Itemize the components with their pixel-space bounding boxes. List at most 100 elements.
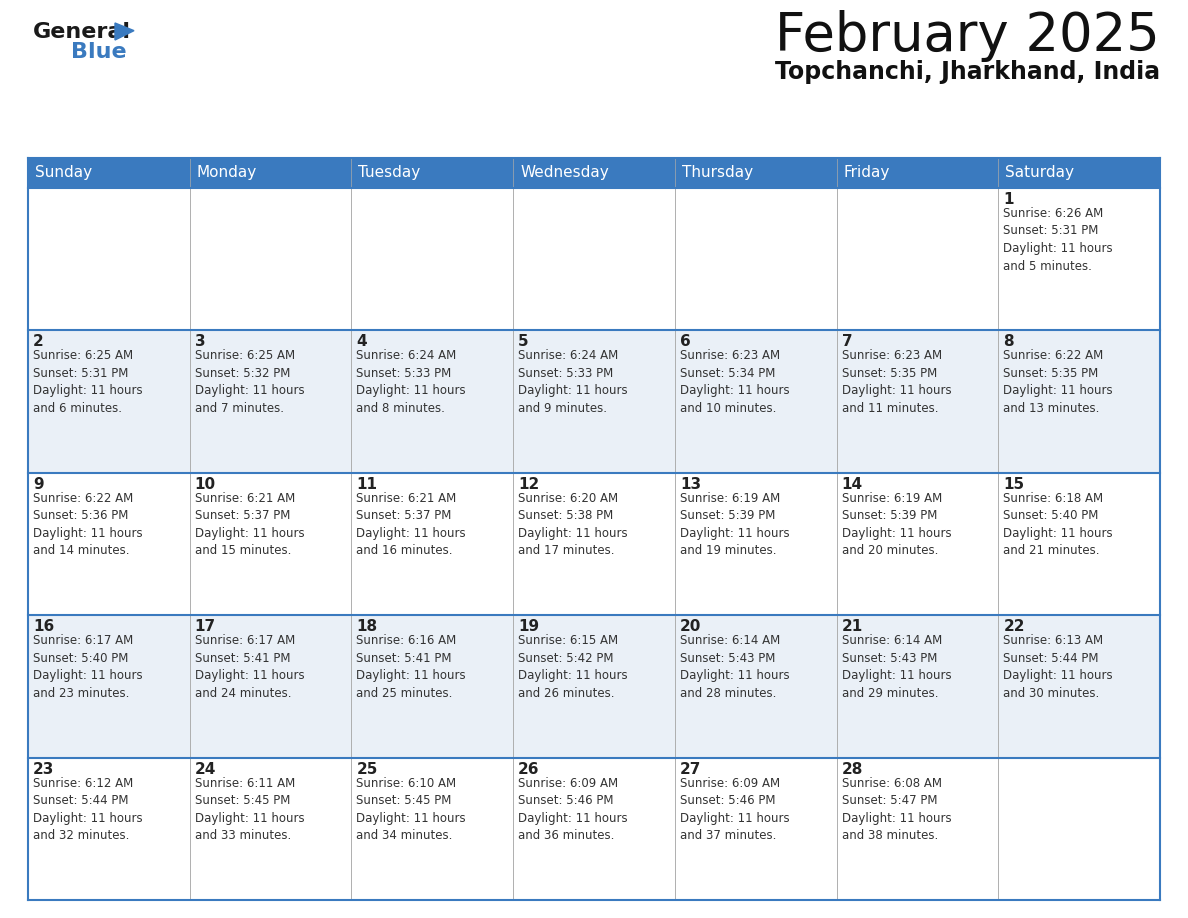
Bar: [352, 158, 513, 188]
Bar: [998, 473, 1159, 615]
Text: 8: 8: [1004, 334, 1013, 350]
Text: Sunrise: 6:25 AM
Sunset: 5:32 PM
Daylight: 11 hours
and 7 minutes.: Sunrise: 6:25 AM Sunset: 5:32 PM Dayligh…: [195, 350, 304, 415]
Bar: [513, 188, 675, 330]
Text: Wednesday: Wednesday: [520, 165, 609, 181]
Bar: [836, 158, 998, 188]
Bar: [675, 188, 836, 330]
Text: Blue: Blue: [71, 42, 127, 62]
Bar: [29, 330, 190, 473]
Text: Sunrise: 6:19 AM
Sunset: 5:39 PM
Daylight: 11 hours
and 19 minutes.: Sunrise: 6:19 AM Sunset: 5:39 PM Dayligh…: [680, 492, 790, 557]
Text: 24: 24: [195, 762, 216, 777]
Bar: [513, 473, 675, 615]
Text: 16: 16: [33, 620, 55, 634]
Bar: [513, 330, 675, 473]
Text: Sunrise: 6:17 AM
Sunset: 5:41 PM
Daylight: 11 hours
and 24 minutes.: Sunrise: 6:17 AM Sunset: 5:41 PM Dayligh…: [195, 634, 304, 700]
Text: Sunrise: 6:22 AM
Sunset: 5:35 PM
Daylight: 11 hours
and 13 minutes.: Sunrise: 6:22 AM Sunset: 5:35 PM Dayligh…: [1004, 350, 1113, 415]
Bar: [352, 757, 513, 900]
Text: Sunrise: 6:08 AM
Sunset: 5:47 PM
Daylight: 11 hours
and 38 minutes.: Sunrise: 6:08 AM Sunset: 5:47 PM Dayligh…: [841, 777, 952, 842]
Bar: [998, 188, 1159, 330]
Text: 3: 3: [195, 334, 206, 350]
Text: 9: 9: [33, 476, 44, 492]
Bar: [513, 615, 675, 757]
Text: 21: 21: [841, 620, 862, 634]
Bar: [836, 473, 998, 615]
Text: General: General: [33, 22, 131, 42]
Text: 26: 26: [518, 762, 539, 777]
Text: Sunrise: 6:23 AM
Sunset: 5:35 PM
Daylight: 11 hours
and 11 minutes.: Sunrise: 6:23 AM Sunset: 5:35 PM Dayligh…: [841, 350, 952, 415]
Bar: [352, 188, 513, 330]
Bar: [29, 757, 190, 900]
Bar: [836, 615, 998, 757]
Bar: [190, 757, 352, 900]
Text: 18: 18: [356, 620, 378, 634]
Bar: [675, 615, 836, 757]
Bar: [675, 473, 836, 615]
Text: Sunrise: 6:22 AM
Sunset: 5:36 PM
Daylight: 11 hours
and 14 minutes.: Sunrise: 6:22 AM Sunset: 5:36 PM Dayligh…: [33, 492, 143, 557]
Text: Sunrise: 6:24 AM
Sunset: 5:33 PM
Daylight: 11 hours
and 9 minutes.: Sunrise: 6:24 AM Sunset: 5:33 PM Dayligh…: [518, 350, 627, 415]
Bar: [998, 757, 1159, 900]
Text: Sunrise: 6:23 AM
Sunset: 5:34 PM
Daylight: 11 hours
and 10 minutes.: Sunrise: 6:23 AM Sunset: 5:34 PM Dayligh…: [680, 350, 790, 415]
Text: 5: 5: [518, 334, 529, 350]
Text: Sunrise: 6:20 AM
Sunset: 5:38 PM
Daylight: 11 hours
and 17 minutes.: Sunrise: 6:20 AM Sunset: 5:38 PM Dayligh…: [518, 492, 627, 557]
Bar: [190, 330, 352, 473]
Text: 10: 10: [195, 476, 216, 492]
Text: Sunday: Sunday: [34, 165, 93, 181]
Text: Sunrise: 6:14 AM
Sunset: 5:43 PM
Daylight: 11 hours
and 28 minutes.: Sunrise: 6:14 AM Sunset: 5:43 PM Dayligh…: [680, 634, 790, 700]
Text: Sunrise: 6:10 AM
Sunset: 5:45 PM
Daylight: 11 hours
and 34 minutes.: Sunrise: 6:10 AM Sunset: 5:45 PM Dayligh…: [356, 777, 466, 842]
Bar: [998, 615, 1159, 757]
Text: Sunrise: 6:15 AM
Sunset: 5:42 PM
Daylight: 11 hours
and 26 minutes.: Sunrise: 6:15 AM Sunset: 5:42 PM Dayligh…: [518, 634, 627, 700]
Text: Topchanchi, Jharkhand, India: Topchanchi, Jharkhand, India: [775, 60, 1159, 84]
Bar: [29, 473, 190, 615]
Text: 1: 1: [1004, 192, 1013, 207]
Text: Tuesday: Tuesday: [359, 165, 421, 181]
Text: 12: 12: [518, 476, 539, 492]
Text: 4: 4: [356, 334, 367, 350]
Bar: [675, 330, 836, 473]
Bar: [675, 757, 836, 900]
Bar: [836, 188, 998, 330]
Bar: [29, 615, 190, 757]
Bar: [352, 473, 513, 615]
Text: Friday: Friday: [843, 165, 890, 181]
Text: Sunrise: 6:11 AM
Sunset: 5:45 PM
Daylight: 11 hours
and 33 minutes.: Sunrise: 6:11 AM Sunset: 5:45 PM Dayligh…: [195, 777, 304, 842]
Text: Saturday: Saturday: [1005, 165, 1074, 181]
Text: Sunrise: 6:13 AM
Sunset: 5:44 PM
Daylight: 11 hours
and 30 minutes.: Sunrise: 6:13 AM Sunset: 5:44 PM Dayligh…: [1004, 634, 1113, 700]
Text: 14: 14: [841, 476, 862, 492]
Text: 20: 20: [680, 620, 701, 634]
Bar: [190, 188, 352, 330]
Bar: [29, 188, 190, 330]
Text: 13: 13: [680, 476, 701, 492]
Text: Sunrise: 6:24 AM
Sunset: 5:33 PM
Daylight: 11 hours
and 8 minutes.: Sunrise: 6:24 AM Sunset: 5:33 PM Dayligh…: [356, 350, 466, 415]
Text: 27: 27: [680, 762, 701, 777]
Bar: [836, 757, 998, 900]
Text: Sunrise: 6:09 AM
Sunset: 5:46 PM
Daylight: 11 hours
and 36 minutes.: Sunrise: 6:09 AM Sunset: 5:46 PM Dayligh…: [518, 777, 627, 842]
Text: 6: 6: [680, 334, 690, 350]
Text: Sunrise: 6:26 AM
Sunset: 5:31 PM
Daylight: 11 hours
and 5 minutes.: Sunrise: 6:26 AM Sunset: 5:31 PM Dayligh…: [1004, 207, 1113, 273]
Bar: [190, 158, 352, 188]
Text: 19: 19: [518, 620, 539, 634]
Bar: [675, 158, 836, 188]
Text: 25: 25: [356, 762, 378, 777]
Bar: [29, 158, 190, 188]
Text: 2: 2: [33, 334, 44, 350]
Polygon shape: [115, 23, 134, 40]
Bar: [513, 757, 675, 900]
Text: Sunrise: 6:09 AM
Sunset: 5:46 PM
Daylight: 11 hours
and 37 minutes.: Sunrise: 6:09 AM Sunset: 5:46 PM Dayligh…: [680, 777, 790, 842]
Text: Thursday: Thursday: [682, 165, 753, 181]
Bar: [352, 615, 513, 757]
Bar: [190, 615, 352, 757]
Text: Monday: Monday: [197, 165, 257, 181]
Bar: [352, 330, 513, 473]
Text: Sunrise: 6:12 AM
Sunset: 5:44 PM
Daylight: 11 hours
and 32 minutes.: Sunrise: 6:12 AM Sunset: 5:44 PM Dayligh…: [33, 777, 143, 842]
Text: Sunrise: 6:14 AM
Sunset: 5:43 PM
Daylight: 11 hours
and 29 minutes.: Sunrise: 6:14 AM Sunset: 5:43 PM Dayligh…: [841, 634, 952, 700]
Text: Sunrise: 6:21 AM
Sunset: 5:37 PM
Daylight: 11 hours
and 16 minutes.: Sunrise: 6:21 AM Sunset: 5:37 PM Dayligh…: [356, 492, 466, 557]
Bar: [836, 330, 998, 473]
Text: February 2025: February 2025: [776, 10, 1159, 62]
Text: 17: 17: [195, 620, 216, 634]
Text: 23: 23: [33, 762, 55, 777]
Bar: [513, 158, 675, 188]
Bar: [190, 473, 352, 615]
Text: Sunrise: 6:19 AM
Sunset: 5:39 PM
Daylight: 11 hours
and 20 minutes.: Sunrise: 6:19 AM Sunset: 5:39 PM Dayligh…: [841, 492, 952, 557]
Text: Sunrise: 6:16 AM
Sunset: 5:41 PM
Daylight: 11 hours
and 25 minutes.: Sunrise: 6:16 AM Sunset: 5:41 PM Dayligh…: [356, 634, 466, 700]
Bar: [998, 330, 1159, 473]
